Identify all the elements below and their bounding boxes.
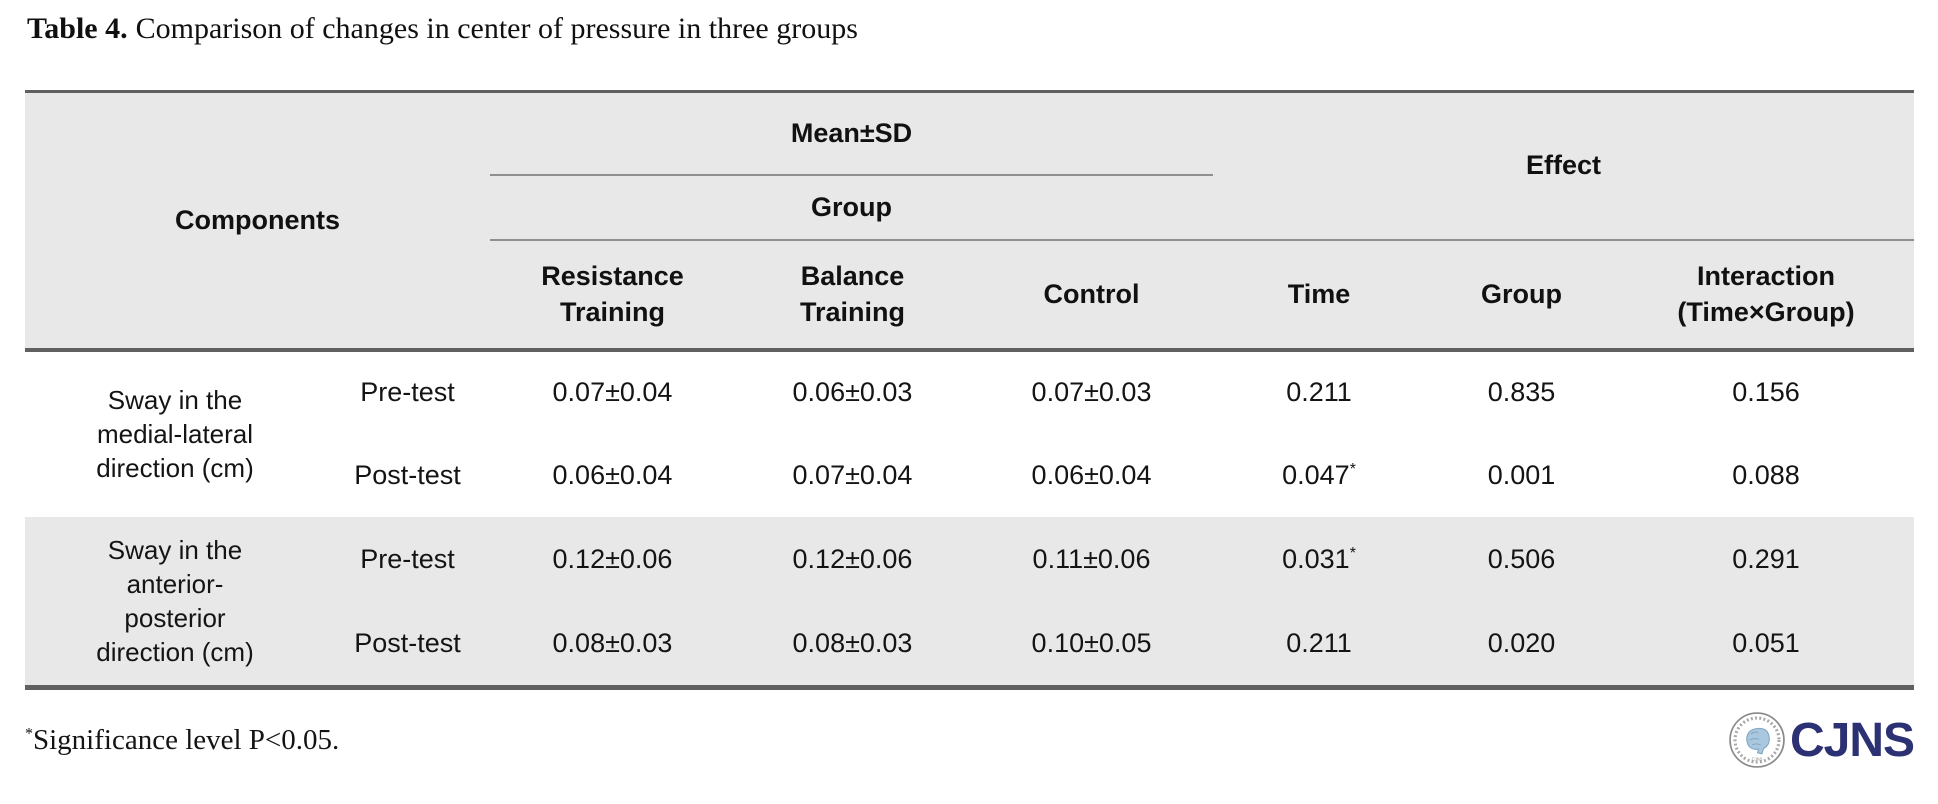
col-header-control: Control [970, 239, 1214, 352]
pvalue-group: 0.020 [1425, 602, 1619, 688]
significance-asterisk: * [1349, 545, 1356, 562]
pvalue-interaction: 0.291 [1618, 516, 1915, 603]
pvalue-time: 0.211 [1213, 602, 1426, 688]
value-balance: 0.08±0.03 [735, 602, 970, 688]
journal-logo-text: CJNS [1789, 713, 1915, 767]
footer: *Significance level P<0.05. CJNS CJNS [25, 700, 1915, 780]
test-label: Post-test [354, 459, 461, 490]
value-control: 0.11±0.06 [970, 516, 1214, 603]
pvalue-time: 0.211 [1213, 350, 1425, 434]
pvalue-interaction: 0.088 [1732, 459, 1800, 490]
value-balance: 0.12±0.06 [735, 516, 970, 603]
value-balance: 0.06±0.03 [792, 377, 913, 407]
pvalue-time-number: 0.047 [1282, 459, 1350, 490]
component-label-text: Sway in the medial-lateral direction (cm… [96, 385, 254, 483]
test-label: Pre-test [325, 516, 490, 603]
value-control: 0.06±0.04 [1031, 459, 1152, 490]
value-resistance: 0.08±0.03 [490, 602, 735, 688]
footnote-asterisk: * [25, 724, 33, 742]
test-label: Post-test [325, 602, 490, 688]
pvalue-time-number: 0.211 [1286, 628, 1352, 659]
value-balance: 0.07±0.04 [792, 459, 913, 490]
component-label-medial-lateral: Sway in the medial-lateral direction (cm… [25, 350, 325, 517]
pvalue-interaction: 0.156 [1732, 377, 1800, 407]
header-row-3: Resistance Training Balance Training Con… [25, 239, 1915, 352]
significance-asterisk: * [1349, 460, 1356, 478]
value-resistance: 0.06±0.04 [552, 459, 673, 490]
pvalue-time-number: 0.211 [1286, 377, 1352, 407]
journal-logo: CJNS CJNS [1728, 711, 1915, 769]
header-effect: Effect [1213, 91, 1915, 241]
header-group-span: Group [490, 174, 1214, 241]
value-resistance: 0.12±0.06 [490, 516, 735, 603]
header-components: Components [25, 91, 490, 352]
footnote-text: Significance level P<0.05. [33, 723, 340, 756]
pvalue-group: 0.506 [1425, 516, 1619, 603]
pvalue-time: 0.031* [1213, 516, 1426, 603]
pvalue-group: 0.001 [1487, 459, 1556, 490]
table-row: Sway in the medial-lateral direction (cm… [25, 350, 1914, 483]
col-header-balance-training: Balance Training [735, 239, 970, 352]
col-header-interaction: Interaction (Time×Group) [1618, 239, 1915, 352]
svg-text:CJNS: CJNS [1752, 757, 1763, 762]
table-row: Post-test 0.06±0.04 0.07±0.04 0.06±0.04 … [25, 434, 1914, 517]
component-label-text: Sway in the anterior-posterior direction… [96, 534, 254, 667]
comparison-table: Components Mean±SD Effect Group Resistan… [25, 90, 1915, 690]
value-resistance: 0.07±0.04 [552, 377, 673, 407]
pvalue-group: 0.835 [1487, 377, 1556, 407]
value-control: 0.07±0.03 [1031, 377, 1152, 407]
component-label-anterior-posterior: Sway in the anterior-posterior direction… [25, 516, 325, 688]
table-number: Table 4. [27, 12, 128, 45]
pvalue-interaction: 0.051 [1618, 602, 1915, 688]
test-label: Pre-test [360, 377, 455, 407]
table-caption: Table 4. Comparison of changes in center … [27, 12, 858, 46]
pvalue-time-number: 0.031 [1282, 544, 1350, 574]
significance-footnote: *Significance level P<0.05. [25, 724, 339, 757]
col-header-time: Time [1213, 239, 1426, 352]
table-row: Post-test 0.08±0.03 0.08±0.03 0.10±0.05 … [25, 602, 1915, 688]
table-row: Sway in the anterior-posterior direction… [25, 516, 1915, 688]
col-header-resistance-training: Resistance Training [490, 239, 735, 352]
header-row-1: Components Mean±SD Effect [25, 91, 1915, 352]
cjns-seal-icon: CJNS [1729, 712, 1785, 768]
col-header-group: Group [1425, 239, 1619, 352]
header-mean-sd: Mean±SD [490, 91, 1214, 176]
pvalue-time: 0.047* [1213, 434, 1425, 517]
table-caption-text: Comparison of changes in center of press… [135, 12, 858, 45]
header-row-2: Group [25, 174, 1914, 241]
value-control: 0.10±0.05 [970, 602, 1214, 688]
